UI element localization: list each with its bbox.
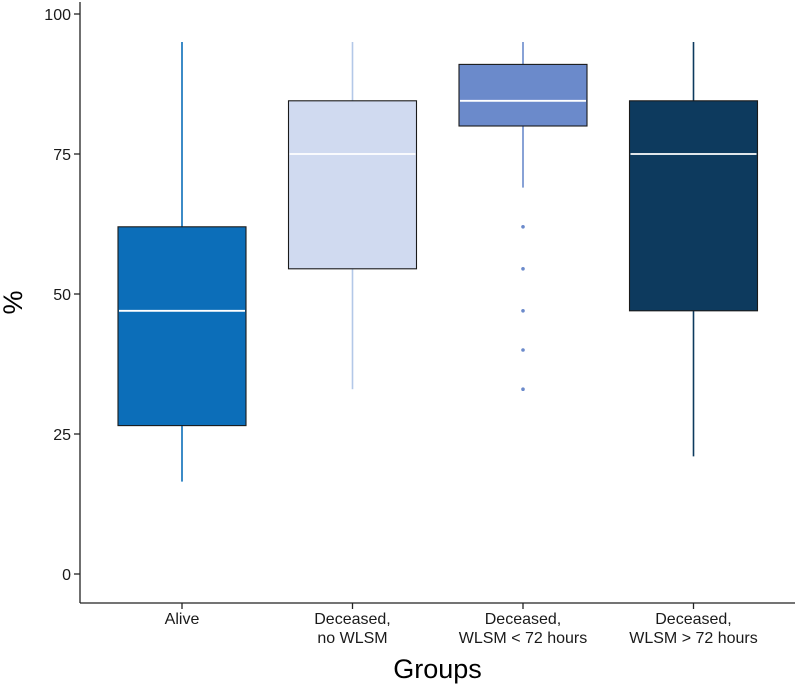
outlier-point: [521, 225, 525, 229]
y-tick-label: 100: [44, 7, 71, 24]
box-body: [287, 100, 418, 270]
x-axis-title: Groups: [393, 654, 482, 684]
y-tick-label: 0: [62, 567, 71, 584]
outlier-point: [521, 348, 525, 352]
box-group: [287, 42, 418, 390]
box-group: [117, 42, 247, 482]
x-tick-label: Alive: [165, 611, 200, 628]
y-tick-label: 75: [53, 147, 71, 164]
outlier-point: [521, 309, 525, 313]
box-body: [458, 63, 588, 127]
outlier-point: [521, 267, 525, 271]
x-tick-label: Deceased,: [314, 611, 391, 628]
box-body: [628, 100, 759, 312]
y-axis-ticks: 0 25 50 75 100: [44, 7, 80, 584]
x-tick-label: WLSM > 72 hours: [629, 630, 758, 647]
x-tick-label: Deceased,: [485, 611, 562, 628]
x-tick-label: Deceased,: [655, 611, 732, 628]
y-tick-label: 50: [53, 287, 71, 304]
outlier-point: [521, 387, 525, 392]
box-body: [117, 226, 247, 427]
boxes-layer: [117, 42, 759, 482]
x-axis-ticks: Alive Deceased, no WLSM Deceased, WLSM < 72 …: [165, 603, 758, 647]
x-tick-label: WLSM < 72 hours: [459, 630, 588, 647]
x-tick-label: no WLSM: [317, 630, 387, 647]
y-tick-label: 25: [53, 427, 71, 444]
box-group: [628, 42, 759, 457]
y-axis-title: %: [0, 290, 28, 314]
box-group: [458, 42, 588, 392]
